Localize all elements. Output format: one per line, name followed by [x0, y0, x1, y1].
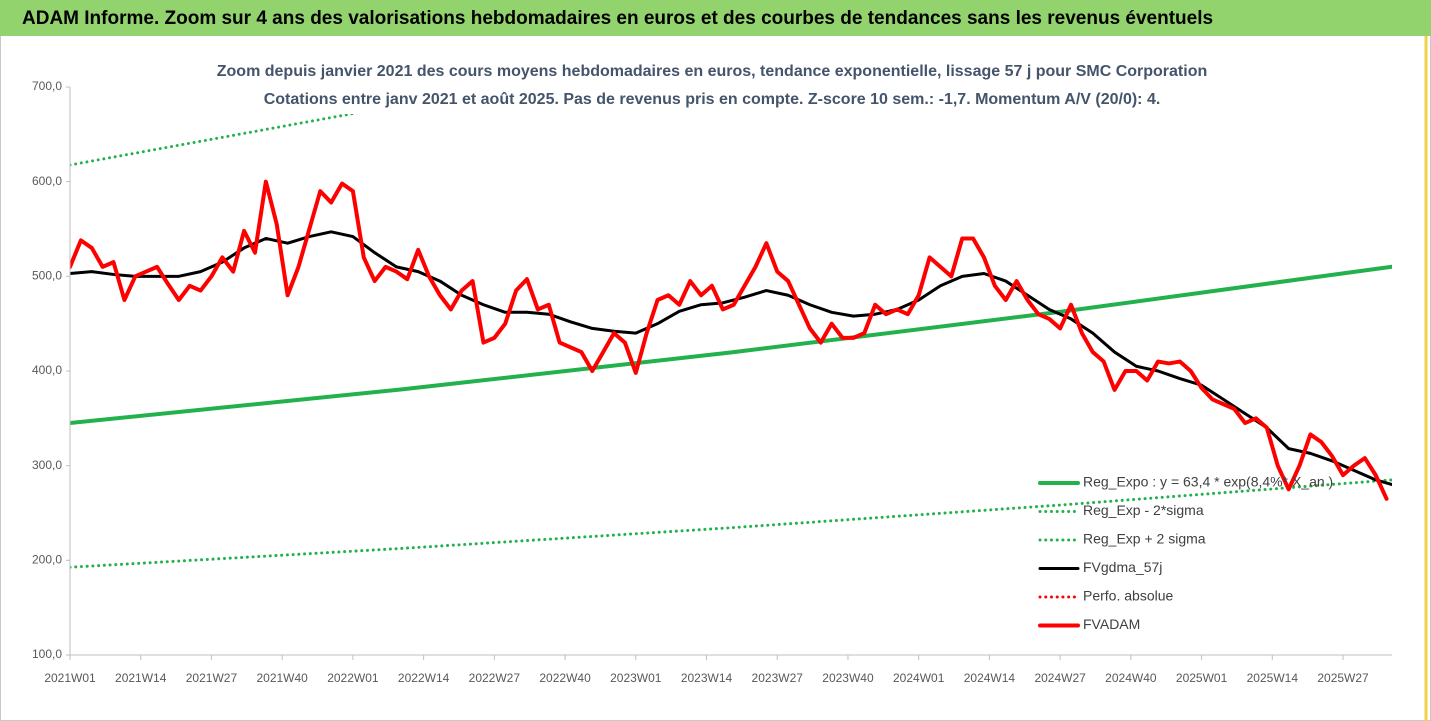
x-tick-label: 2022W01: [327, 671, 379, 685]
y-tick-label: 300,0: [32, 458, 62, 472]
x-tick-label: 2021W01: [44, 671, 96, 685]
x-tick-label: 2023W14: [681, 671, 733, 685]
series-line: [70, 478, 1392, 569]
x-tick-label: 2021W14: [115, 671, 167, 685]
x-tick-label: 2023W40: [822, 671, 874, 685]
chart-subtitle: Cotations entre janv 2021 et août 2025. …: [264, 91, 1161, 108]
series-line: [70, 230, 1392, 487]
x-tick-label: 2022W27: [469, 671, 521, 685]
x-tick-label: 2023W27: [752, 671, 804, 685]
y-tick-label: 500,0: [32, 269, 62, 283]
x-tick-label: 2025W01: [1176, 671, 1228, 685]
x-tick-label: 2025W14: [1247, 671, 1299, 685]
legend: Reg_Expo : y = 63,4 * exp(8,4%* X_an ) Re…: [1038, 474, 1333, 632]
y-tick-label: 200,0: [32, 553, 62, 567]
x-tick-label: 2024W14: [964, 671, 1016, 685]
x-tick-label: 2025W27: [1317, 671, 1369, 685]
header-title: ADAM Informe. Zoom sur 4 ans des valoris…: [22, 8, 1213, 29]
axes: 100,0 200,0 300,0 400,0 500,0 600,0 700,0 2021W…: [32, 79, 1392, 685]
legend-label: Perfo. absolue: [1083, 588, 1173, 604]
y-tick-label: 600,0: [32, 174, 62, 188]
x-tick-label: 2024W01: [893, 671, 945, 685]
y-tick-label: 400,0: [32, 363, 62, 377]
plot-area: [70, 87, 1392, 569]
title-box: [213, 58, 1213, 114]
x-tick-label: 2021W27: [186, 671, 238, 685]
x-tick-label: 2022W40: [539, 671, 591, 685]
y-tick-label: 100,0: [32, 647, 62, 661]
legend-label: FVgdma_57j: [1083, 559, 1162, 575]
legend-label: Reg_Exp + 2 sigma: [1083, 531, 1206, 547]
series-line: [70, 264, 1392, 426]
x-tick-label: 2023W01: [610, 671, 662, 685]
legend-label: Reg_Expo : y = 63,4 * exp(8,4%* X_an ): [1083, 474, 1333, 490]
x-tick-label: 2024W27: [1034, 671, 1086, 685]
x-tick-label: 2021W40: [256, 671, 308, 685]
header-bar: [0, 0, 1431, 36]
series-line: [70, 87, 498, 167]
series-line: [70, 179, 1389, 501]
x-tick-label: 2022W14: [398, 671, 450, 685]
x-tick-label: 2024W40: [1105, 671, 1157, 685]
legend-label: Reg_Exp - 2*sigma: [1083, 502, 1204, 518]
chart-title: Zoom depuis janvier 2021 des cours moyen…: [217, 63, 1208, 80]
legend-label: FVADAM: [1083, 616, 1140, 632]
y-tick-label: 700,0: [32, 79, 62, 93]
